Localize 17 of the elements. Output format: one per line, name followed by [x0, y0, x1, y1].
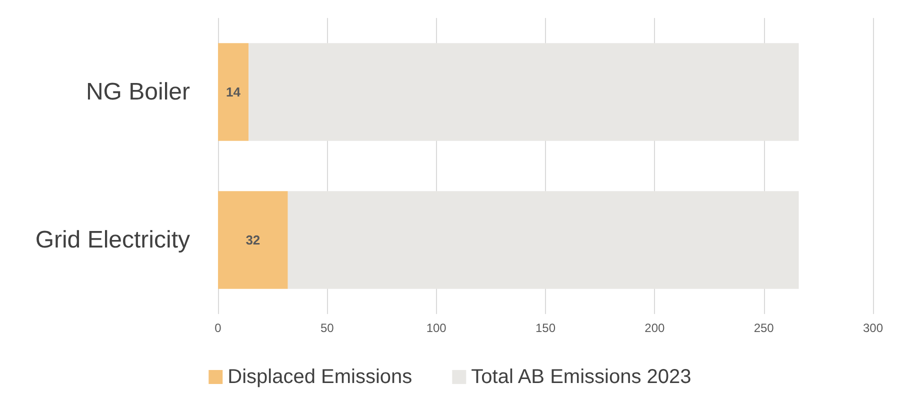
x-tick-label: 150 — [535, 321, 556, 335]
bar — [288, 191, 799, 289]
legend-label: Displaced Emissions — [228, 366, 412, 388]
x-tick-label: 50 — [320, 321, 334, 335]
data-label: 14 — [226, 84, 242, 100]
y-tick-label: NG Boiler — [86, 78, 190, 106]
x-tick-label: 100 — [426, 321, 447, 335]
x-tick-label: 300 — [862, 321, 884, 335]
data-label: 32 — [246, 232, 260, 248]
bar — [248, 43, 799, 141]
y-tick-label: Grid Electricity — [35, 226, 190, 254]
bar — [218, 43, 249, 141]
bar — [218, 191, 288, 289]
x-tick-label: 0 — [214, 321, 222, 335]
legend-label: Total AB Emissions 2023 — [471, 366, 692, 388]
x-tick-label: 200 — [644, 321, 665, 335]
x-tick-label: 250 — [754, 321, 774, 335]
